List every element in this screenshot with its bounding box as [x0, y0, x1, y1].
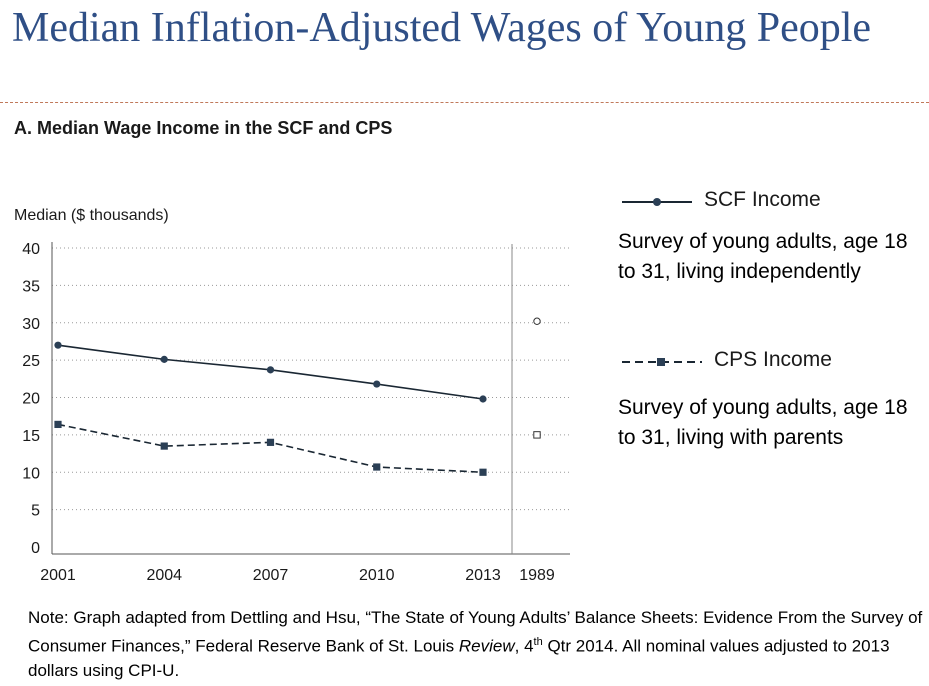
source-note-text-3: Qtr 2014. All nominal values adjusted to…	[28, 636, 890, 680]
wage-line-chart: Median ($ thousands) 0 5 10 15 20 25 30 35 40 2001…	[14, 207, 570, 584]
legend-scf-label: SCF Income	[704, 188, 821, 211]
slide-title: Median Inflation-Adjusted Wages of Young…	[12, 5, 872, 51]
y-tick-label-25: 25	[22, 353, 40, 370]
source-note-sup: th	[533, 636, 543, 648]
y-tick-label-5: 5	[31, 503, 40, 520]
source-note-italic: Review	[458, 636, 515, 656]
y-tick-label-0: 0	[31, 540, 40, 557]
legend-scf: SCF Income	[620, 182, 920, 222]
legend-scf-swatch	[622, 198, 692, 206]
x-tick-label-2004: 2004	[146, 567, 182, 584]
point-cps-income-2004	[160, 442, 168, 450]
legend-cps: CPS Income	[620, 342, 920, 382]
point-cps-income-2007	[266, 438, 275, 446]
point-scf-income-2004	[160, 355, 168, 363]
series-line-cps-income	[57, 423, 484, 474]
legend-scf-description: Survey of young adults, age 18 to 31, li…	[618, 230, 908, 283]
x-tick-label-2001: 2001	[40, 567, 76, 584]
source-note-text-1: Note: Graph adapted from Dettling and Hs…	[28, 608, 923, 656]
y-axis-label: Median ($ thousands)	[14, 207, 169, 224]
y-tick-label-40: 40	[22, 241, 40, 258]
y-tick-label-30: 30	[22, 316, 40, 333]
x-tick-label-2007: 2007	[253, 567, 289, 584]
legend-cps-label: CPS Income	[714, 348, 832, 371]
point-cps-income-2001	[54, 420, 62, 429]
point-cps-income-1989	[533, 431, 541, 439]
x-tick-label-2010: 2010	[359, 567, 395, 584]
y-tick-label-20: 20	[22, 391, 40, 408]
y-tick-label-15: 15	[22, 428, 40, 445]
title-divider	[0, 102, 929, 103]
point-scf-income-1989	[533, 317, 541, 325]
y-tick-label-35: 35	[22, 278, 40, 295]
point-scf-income-2010	[373, 380, 381, 388]
point-scf-income-2007	[266, 366, 275, 374]
point-scf-income-2001	[54, 341, 62, 349]
legend-cps-swatch	[622, 358, 702, 366]
x-tick-label-2013: 2013	[465, 567, 501, 584]
point-scf-income-2013	[479, 395, 487, 403]
source-note: Note: Graph adapted from Dettling and Hs…	[28, 606, 923, 683]
point-cps-income-2013	[479, 468, 487, 476]
x-tick-label-1989: 1989	[519, 567, 555, 584]
point-cps-income-2010	[373, 463, 381, 471]
source-note-text-2: , 4	[514, 636, 534, 656]
legend-cps-description: Survey of young adults, age 18 to 31, li…	[618, 396, 908, 449]
y-tick-label-10: 10	[22, 465, 40, 482]
chart-title: A. Median Wage Income in the SCF and CPS	[14, 118, 393, 138]
